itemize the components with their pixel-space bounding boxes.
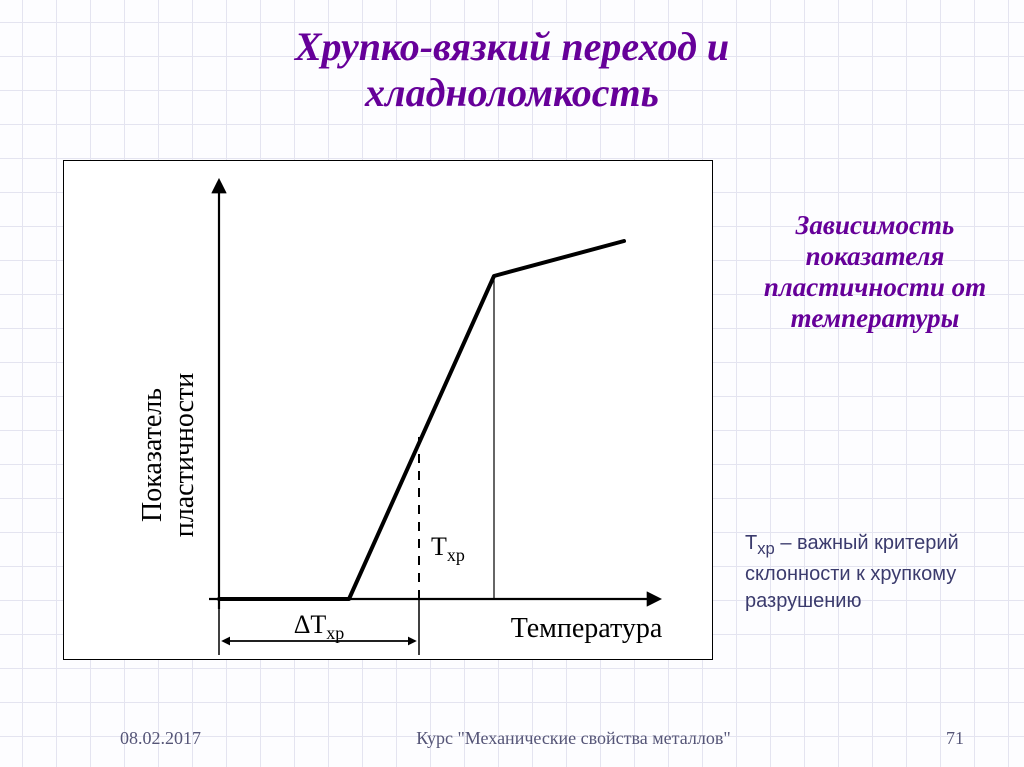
chart-frame: Tхр ΔTхр Температура Показательпластичности [63,160,713,660]
caption-line-3: пластичности от [764,272,986,302]
caption-line-1: Зависимость [796,210,955,240]
note-rest: – важный критерий склонности к хрупкому … [745,532,959,612]
svg-text:Температура: Температура [511,613,663,644]
note-subscript: хр [757,539,775,558]
svg-text:Показательпластичности: Показательпластичности [137,373,200,537]
svg-text:Tхр: Tхр [431,532,465,565]
note-symbol: T [745,532,757,554]
footer-course: Курс "Механические свойства металлов" [416,728,730,749]
footer-date: 08.02.2017 [120,728,201,749]
slide-content: Хрупко-вязкий переход и хладноломкость T… [0,0,1024,767]
slide-footer: 08.02.2017 Курс "Механические свойства м… [0,728,1024,749]
footer-page: 71 [946,728,964,749]
footnote-text: Tхр – важный критерий склонности к хрупк… [745,530,1010,615]
caption-line-4: температуры [791,303,960,333]
chart-caption: Зависимость показателя пластичности от т… [740,210,1010,334]
title-line-1: Хрупко-вязкий переход и [295,24,729,69]
plasticity-chart: Tхр ΔTхр Температура Показательпластичности [64,161,714,661]
page-title: Хрупко-вязкий переход и хладноломкость [0,0,1024,116]
title-line-2: хладноломкость [365,70,659,115]
caption-line-2: показателя [806,241,945,271]
svg-text:ΔTхр: ΔTхр [294,610,345,643]
